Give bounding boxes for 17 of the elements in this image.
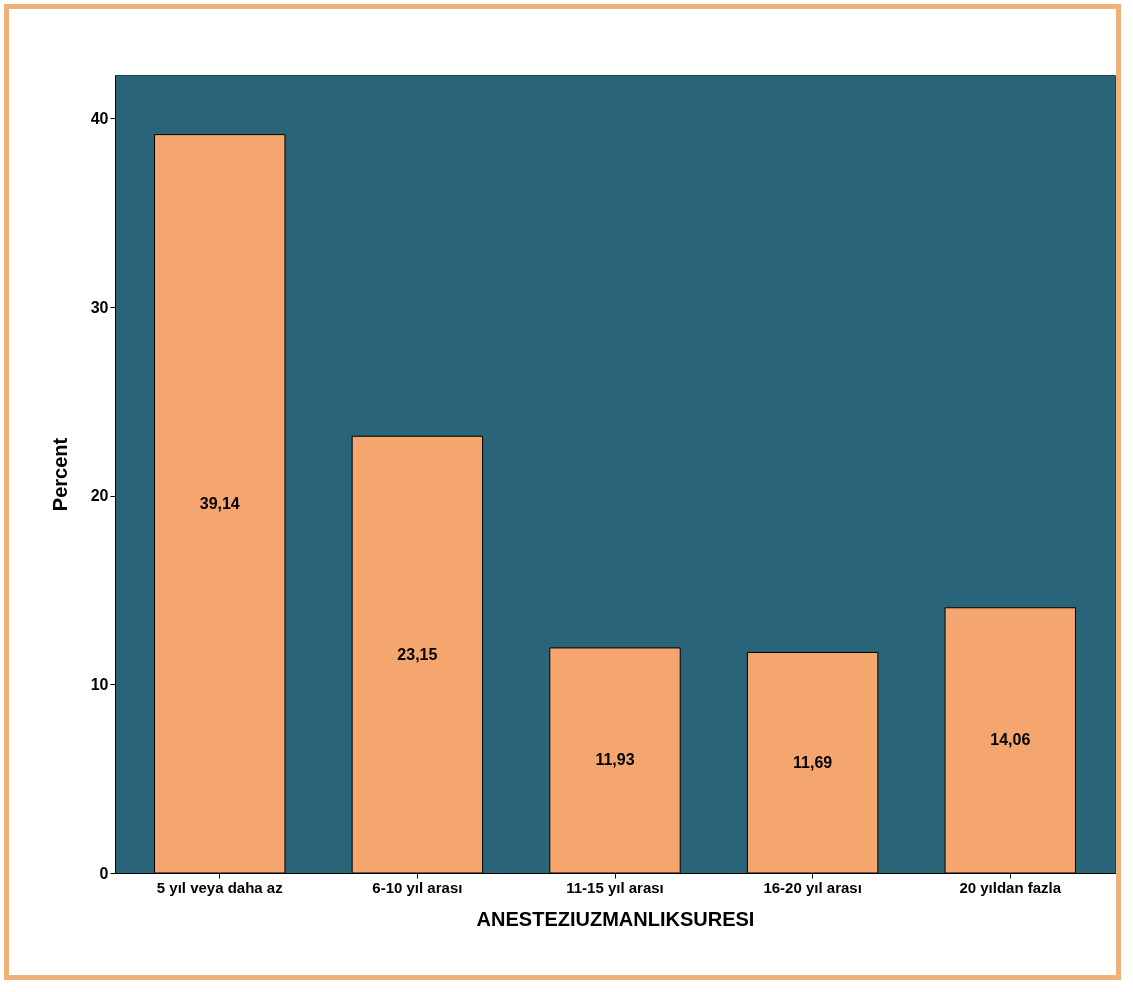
data-label: 23,15 <box>397 645 438 663</box>
y-tick-label: 0 <box>99 864 109 882</box>
data-label: 39,14 <box>199 494 240 512</box>
data-label: 14,06 <box>990 731 1031 749</box>
x-tick-label: 16-20 yıl arası <box>763 878 862 896</box>
y-axis-title: Percent <box>48 437 71 512</box>
x-axis-title: ANESTEZIUZMANLIKSURESI <box>476 907 755 930</box>
data-label: 11,93 <box>595 751 635 769</box>
x-tick-label: 20 yıldan fazla <box>959 878 1062 896</box>
y-tick-label: 30 <box>90 298 109 316</box>
y-tick-label: 40 <box>90 109 109 127</box>
data-label: 11,69 <box>793 753 833 771</box>
x-tick-label: 11-15 yıl arası <box>566 878 664 896</box>
y-tick-label: 20 <box>90 487 109 505</box>
y-tick-label: 10 <box>90 675 109 693</box>
x-tick-label: 5 yıl veya daha az <box>156 878 283 896</box>
x-tick-label: 6-10 yıl arası <box>372 878 463 896</box>
